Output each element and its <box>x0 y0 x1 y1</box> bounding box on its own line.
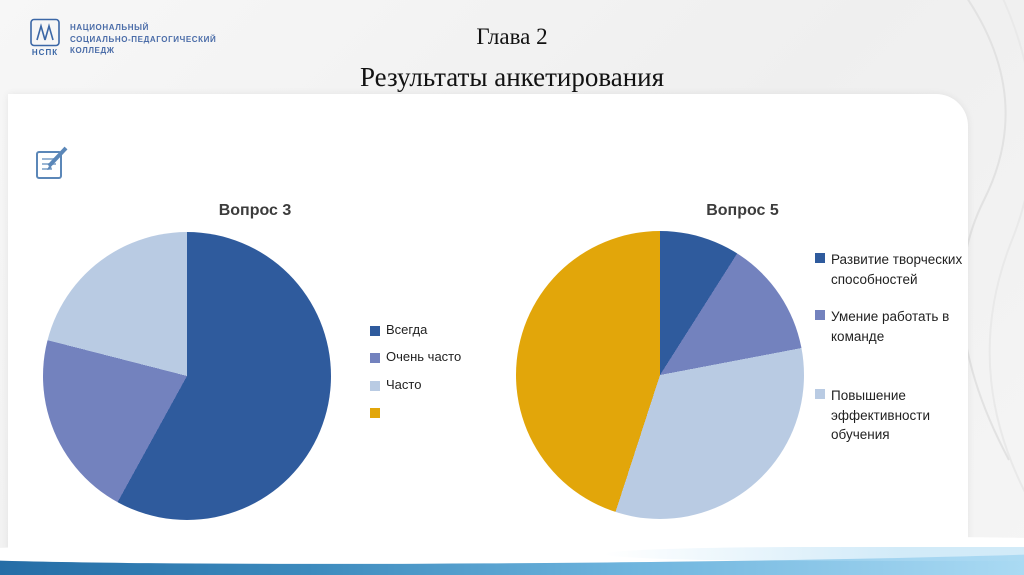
college-logo-icon: НСПК <box>30 18 60 57</box>
chart-title-question-5: Вопрос 5 <box>706 202 779 219</box>
college-logo: НСПК НАЦИОНАЛЬНЫЙ СОЦИАЛЬНО-ПЕДАГОГИЧЕСК… <box>28 18 216 58</box>
chapter-heading: Глава 2 <box>476 24 548 49</box>
logo-line: КОЛЛЕДЖ <box>70 46 115 56</box>
legend-label: Часто <box>386 376 422 392</box>
pie-question-3 <box>43 232 331 520</box>
legend-swatch <box>370 326 380 336</box>
legend-label: Очень часто <box>386 349 462 365</box>
content-card: Вопрос 3 Всегда Очень часто Часто <box>8 94 968 552</box>
legend-label: Всегда <box>386 322 428 337</box>
notes-pencil-icon <box>36 146 68 179</box>
legend-swatch <box>370 380 380 391</box>
legend-item: Умение работать в команде <box>815 307 975 346</box>
chart-title-question-3: Вопрос 3 <box>218 202 292 219</box>
college-logo-text: НАЦИОНАЛЬНЫЙ СОЦИАЛЬНО-ПЕДАГОГИЧЕСКИЙ КО… <box>70 18 216 57</box>
legend-swatch <box>370 407 380 418</box>
logo-line: СОЦИАЛЬНО-ПЕДАГОГИЧЕСКИЙ <box>70 34 217 44</box>
page-title: Результаты анкетирования <box>359 62 665 92</box>
legend-item: Часто <box>370 376 461 392</box>
chart-question-5: Вопрос 5 Развитие творческих способносте… <box>505 198 980 538</box>
legend-item <box>370 405 461 418</box>
legend-swatch <box>815 310 825 321</box>
logo-line: НАЦИОНАЛЬНЫЙ <box>70 23 149 32</box>
legend-item: Всегда <box>370 322 461 337</box>
legend-swatch <box>815 389 825 400</box>
svg-text:НСПК: НСПК <box>32 48 58 57</box>
legend-label: Развитие творческих способностей <box>831 252 963 287</box>
chart-question-3: Вопрос 3 Всегда Очень часто Часто <box>30 198 480 538</box>
legend-item: Повышение эффективности обучения <box>815 386 975 445</box>
legend-question-3: Всегда Очень часто Часто <box>370 322 462 431</box>
legend-item: Развитие творческих способностей <box>815 250 975 289</box>
legend-swatch <box>370 353 380 364</box>
legend-label: Умение работать в команде <box>831 309 950 344</box>
legend-swatch <box>815 253 825 263</box>
legend-question-5: Развитие творческих способностей Умение … <box>815 250 975 445</box>
pie-question-5 <box>516 231 804 519</box>
legend-label: Повышение эффективности обучения <box>831 388 931 443</box>
legend-item: Очень часто <box>370 349 462 365</box>
bottom-wave-decoration <box>0 547 1024 575</box>
